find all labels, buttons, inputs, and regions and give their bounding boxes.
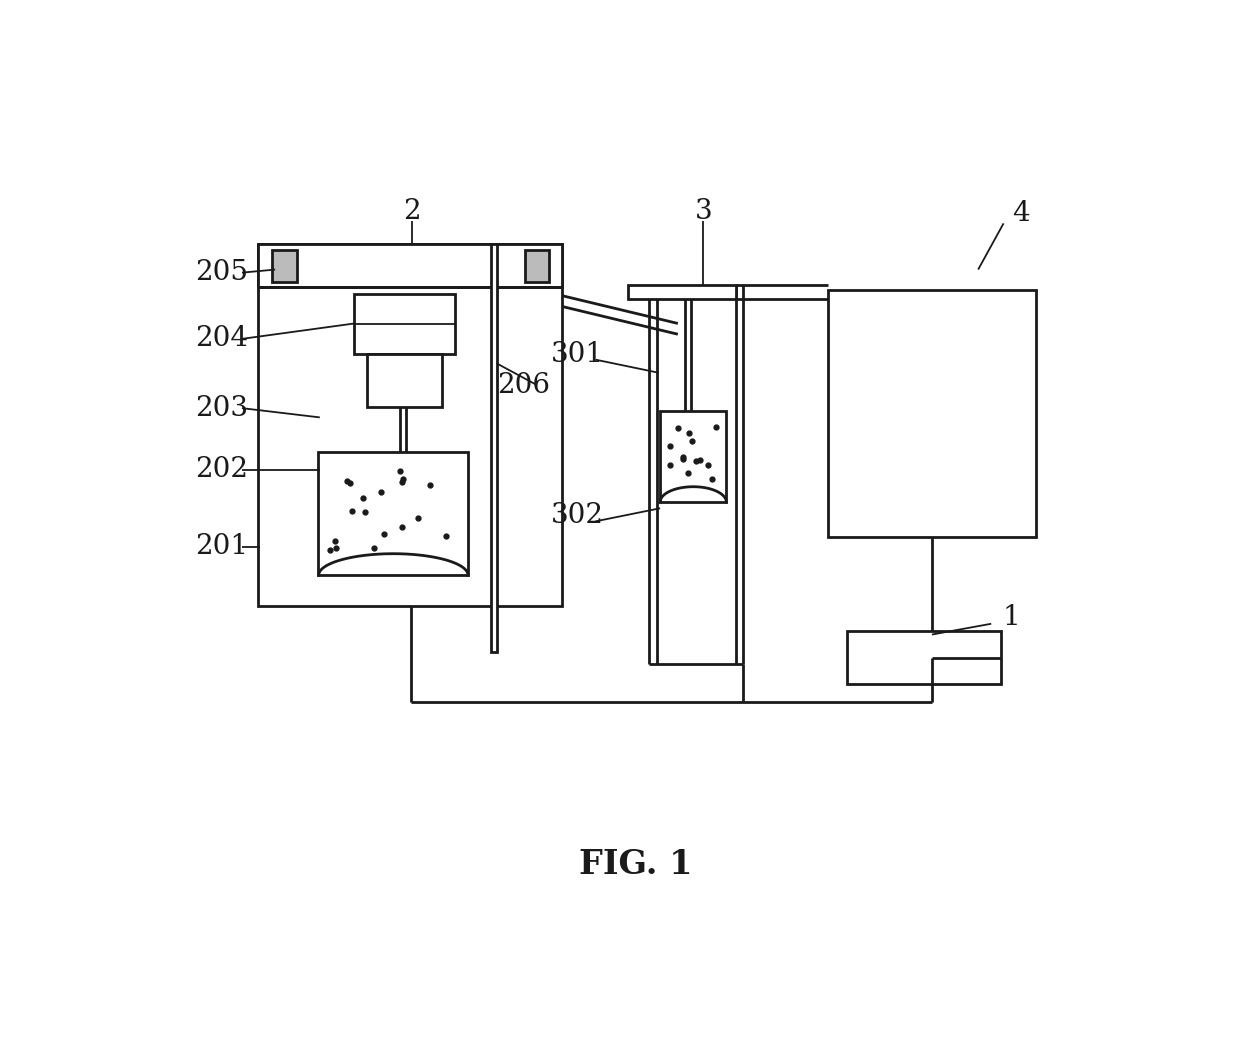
Bar — [491, 244, 497, 652]
Text: 3: 3 — [694, 198, 712, 225]
Text: 4: 4 — [1012, 200, 1029, 227]
Text: 202: 202 — [195, 457, 248, 484]
Text: 1: 1 — [1002, 604, 1021, 631]
Bar — [258, 244, 563, 606]
Bar — [367, 355, 443, 407]
Bar — [627, 285, 735, 298]
Text: 2: 2 — [403, 198, 422, 225]
Bar — [525, 250, 549, 282]
Text: 204: 204 — [195, 326, 248, 353]
Text: 205: 205 — [195, 259, 248, 286]
Bar — [828, 290, 1035, 537]
Bar — [355, 294, 455, 355]
Bar — [660, 411, 727, 502]
Bar — [847, 631, 1001, 684]
Bar — [258, 244, 563, 286]
Text: 302: 302 — [552, 502, 604, 529]
Text: 203: 203 — [195, 394, 248, 421]
Text: 206: 206 — [497, 371, 551, 398]
Text: FIG. 1: FIG. 1 — [579, 848, 692, 881]
Text: 301: 301 — [552, 341, 604, 368]
Bar — [319, 452, 469, 575]
Bar — [272, 250, 296, 282]
Text: 201: 201 — [195, 534, 248, 561]
